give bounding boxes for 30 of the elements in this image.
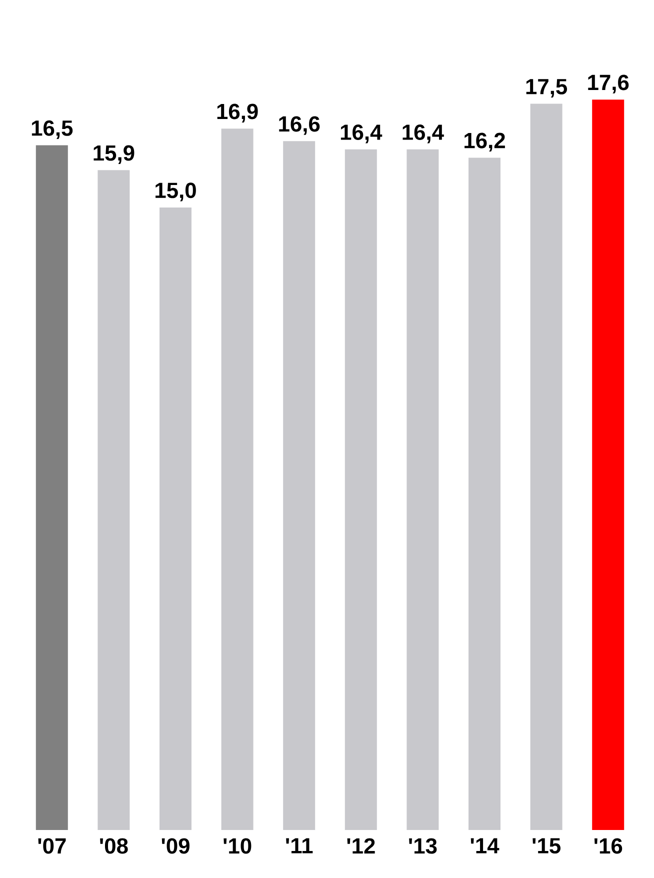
- bar: [530, 104, 562, 830]
- data-label: 16,4: [340, 124, 382, 144]
- x-tick-label: '07: [38, 838, 66, 854]
- data-label: 16,4: [402, 124, 444, 144]
- x-tick-label: '09: [162, 838, 190, 854]
- bar: [468, 158, 501, 830]
- data-label: 15,0: [156, 182, 196, 202]
- x-tick-label: '14: [470, 838, 500, 854]
- data-label: 17,6: [588, 74, 629, 94]
- data-label: 16,5: [32, 120, 73, 140]
- bar: [98, 170, 130, 830]
- x-tick-label: '10: [224, 838, 252, 854]
- data-label: 15,9: [94, 145, 134, 164]
- bar: [592, 100, 624, 830]
- data-label: 16,2: [464, 132, 505, 152]
- x-tick-label: '12: [347, 838, 375, 854]
- bar: [221, 128, 254, 830]
- x-tick-label: '15: [532, 838, 560, 854]
- bar: [344, 149, 377, 830]
- x-tick-label: '16: [594, 838, 622, 854]
- bar: [36, 145, 68, 830]
- bar: [406, 149, 439, 830]
- data-label: 16,6: [279, 116, 320, 135]
- x-tick-label: '11: [286, 838, 313, 854]
- x-tick-label: '13: [409, 838, 437, 854]
- data-label: 16,9: [217, 104, 258, 122]
- bar: [160, 207, 192, 830]
- bar: [283, 141, 316, 830]
- x-tick-label: '08: [100, 838, 128, 854]
- data-label: 17,5: [526, 79, 568, 98]
